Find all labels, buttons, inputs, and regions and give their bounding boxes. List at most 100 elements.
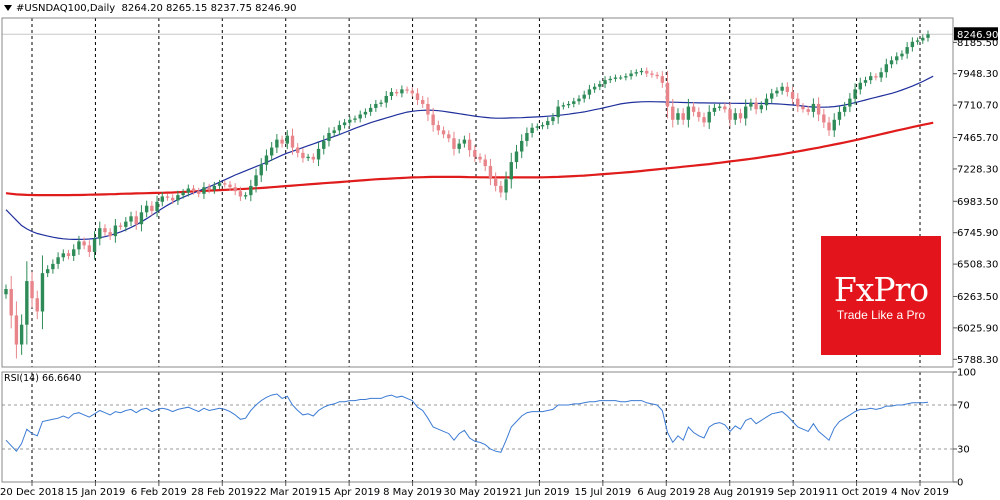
candle-body bbox=[671, 106, 675, 120]
candle-body bbox=[796, 98, 800, 107]
candle-body bbox=[353, 118, 357, 120]
logo-tagline: Trade Like a Pro bbox=[836, 308, 926, 322]
candle-body bbox=[4, 289, 8, 295]
candle-body bbox=[87, 245, 92, 252]
candle-body bbox=[249, 185, 253, 196]
candle-body bbox=[566, 103, 571, 106]
candle-body bbox=[895, 56, 899, 61]
candle-body bbox=[394, 92, 399, 94]
candle-body bbox=[613, 77, 618, 79]
candle-body bbox=[478, 156, 482, 160]
candle-body bbox=[634, 72, 638, 74]
candle-body bbox=[134, 216, 138, 225]
candle-body bbox=[285, 135, 289, 144]
candle-body bbox=[269, 147, 274, 156]
candle-body bbox=[337, 125, 342, 131]
candle-body bbox=[754, 102, 758, 110]
candle-body bbox=[259, 164, 263, 176]
candle-body bbox=[629, 73, 633, 77]
date-axis-label: 28 Feb 2019 bbox=[191, 487, 253, 498]
candle-body bbox=[280, 139, 284, 144]
candle-body bbox=[186, 188, 191, 193]
candle-body bbox=[665, 82, 670, 107]
price-axis-label: 6983.50 bbox=[957, 197, 998, 208]
candle-body bbox=[124, 221, 128, 227]
candle-body bbox=[863, 80, 868, 83]
candle-body bbox=[155, 201, 159, 212]
candle-body bbox=[467, 139, 472, 151]
candle-body bbox=[139, 212, 144, 225]
candle-body bbox=[650, 73, 654, 75]
candle-body bbox=[243, 195, 248, 197]
candle-body bbox=[676, 113, 680, 120]
rsi-pane-frame bbox=[1, 371, 954, 483]
candle-body bbox=[170, 197, 175, 201]
candle-body bbox=[879, 72, 883, 78]
candle-body bbox=[108, 232, 112, 237]
candle-body bbox=[264, 155, 269, 165]
rsi-axis-label: 30 bbox=[957, 445, 970, 456]
candle-body bbox=[655, 74, 659, 77]
candle-body bbox=[327, 133, 331, 141]
price-axis-label: 6745.90 bbox=[957, 228, 998, 239]
candle-body bbox=[103, 228, 107, 233]
candle-body bbox=[712, 107, 717, 112]
candle-body bbox=[40, 273, 45, 312]
candle-body bbox=[35, 298, 39, 312]
candle-body bbox=[290, 135, 295, 148]
rsi-axis-label: 0 bbox=[957, 478, 963, 489]
candle-body bbox=[483, 159, 487, 167]
candle-body bbox=[431, 114, 435, 126]
candle-body bbox=[61, 253, 65, 258]
candle-body bbox=[530, 127, 534, 134]
candle-body bbox=[45, 269, 50, 274]
rsi-line bbox=[5, 393, 929, 453]
candle-body bbox=[160, 196, 164, 202]
candle-body bbox=[447, 134, 451, 139]
candle-body bbox=[296, 147, 300, 153]
candle-body bbox=[645, 70, 649, 74]
candle-body bbox=[233, 187, 237, 192]
candle-body bbox=[56, 257, 60, 264]
candle-body bbox=[822, 114, 826, 123]
candle-body bbox=[165, 196, 170, 198]
candle-body bbox=[462, 139, 467, 144]
candle-body bbox=[639, 70, 644, 73]
candle-body bbox=[603, 80, 607, 85]
candle-body bbox=[624, 76, 628, 78]
date-axis-label: 19 Sep 2019 bbox=[761, 487, 824, 498]
candle-body bbox=[275, 139, 279, 148]
ohlc-values: 8264.20 8265.15 8237.75 8246.90 bbox=[121, 3, 297, 14]
rsi-axis-label: 70 bbox=[957, 401, 970, 412]
candle-body bbox=[82, 241, 86, 246]
candle-body bbox=[869, 76, 873, 81]
candle-body bbox=[504, 179, 508, 193]
candle-body bbox=[832, 119, 836, 131]
candle-body bbox=[311, 156, 316, 160]
candle-body bbox=[853, 89, 857, 99]
candle-body bbox=[426, 103, 430, 115]
date-axis-label: 15 Jan 2019 bbox=[65, 487, 125, 498]
candle-body bbox=[618, 77, 623, 79]
candle-body bbox=[457, 143, 461, 149]
candle-body bbox=[113, 225, 118, 237]
candle-body bbox=[686, 106, 691, 120]
candle-body bbox=[473, 150, 477, 157]
price-axis-label: 7228.30 bbox=[957, 164, 998, 175]
candle-body bbox=[608, 78, 612, 81]
candle-body bbox=[660, 76, 665, 83]
candle-body bbox=[207, 187, 211, 190]
candle-body bbox=[858, 82, 862, 90]
price-axis-label: 6025.90 bbox=[957, 323, 998, 334]
candle-body bbox=[874, 76, 878, 78]
rsi-axis-label: 100 bbox=[957, 368, 976, 379]
candle-body bbox=[384, 95, 388, 103]
candle-body bbox=[592, 86, 597, 90]
main-pane-frame bbox=[1, 17, 954, 368]
candle-body bbox=[910, 41, 915, 48]
candle-body bbox=[379, 102, 383, 104]
candle-body bbox=[374, 103, 378, 108]
dropdown-arrow-icon[interactable] bbox=[4, 5, 12, 11]
candle-body bbox=[723, 106, 727, 110]
